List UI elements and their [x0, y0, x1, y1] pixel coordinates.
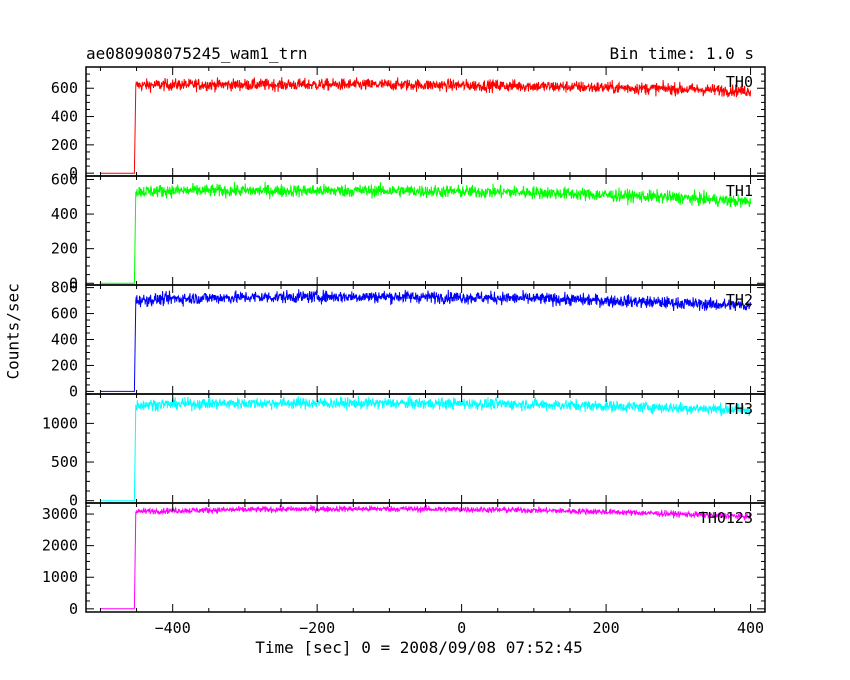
- th2-y-tick-label: 0: [69, 382, 78, 400]
- th0123-y-tick-label: 0: [69, 600, 78, 618]
- bin-time-label: Bin time: 1.0 s: [609, 44, 755, 63]
- th1-y-tick-label: 0: [69, 274, 78, 292]
- th1-panel-label: TH1: [726, 182, 753, 200]
- th3-panel-label: TH3: [726, 400, 753, 418]
- th2-y-tick-label: 800: [51, 279, 78, 297]
- x-tick-label: −200: [299, 619, 335, 637]
- th1-series-line: [100, 181, 752, 284]
- th0123-panel-label: TH0123: [699, 509, 753, 527]
- th0-panel-label: TH0: [726, 73, 753, 91]
- x-axis-label: Time [sec] 0 = 2008/09/08 07:52:45: [255, 638, 583, 657]
- th1-y-tick-label: 200: [51, 240, 78, 258]
- th0-y-tick-label: 0: [69, 164, 78, 182]
- th3-y-tick-label: 0: [69, 492, 78, 510]
- th0123-series-line: [100, 504, 752, 610]
- th0123-y-tick-label: 3000: [42, 505, 78, 523]
- th3-y-tick-label: 500: [51, 453, 78, 471]
- th0-y-tick-label: 200: [51, 136, 78, 154]
- x-tick-label: 400: [737, 619, 764, 637]
- th0-series-line: [100, 77, 752, 174]
- th0-y-tick-label: 600: [51, 79, 78, 97]
- th1-y-tick-label: 600: [51, 170, 78, 188]
- th2-y-tick-label: 600: [51, 305, 78, 323]
- x-tick-label: −400: [155, 619, 191, 637]
- th3-series-line: [100, 395, 751, 502]
- th0123-y-tick-label: 2000: [42, 537, 78, 555]
- th2-y-tick-label: 200: [51, 356, 78, 374]
- th3-y-tick-label: 1000: [42, 414, 78, 432]
- th2-series-line: [100, 289, 752, 392]
- th1-y-tick-label: 400: [51, 205, 78, 223]
- chart-title: ae080908075245_wam1_trn: [86, 44, 308, 63]
- y-axis-label: Counts/sec: [3, 283, 23, 380]
- x-tick-label: 0: [457, 619, 466, 637]
- th2-panel-label: TH2: [726, 291, 753, 309]
- th0123-y-tick-label: 1000: [42, 568, 78, 586]
- th2-y-tick-label: 400: [51, 331, 78, 349]
- x-tick-label: 200: [593, 619, 620, 637]
- th0-y-tick-label: 400: [51, 108, 78, 126]
- th0123-panel-frame: [85, 502, 766, 613]
